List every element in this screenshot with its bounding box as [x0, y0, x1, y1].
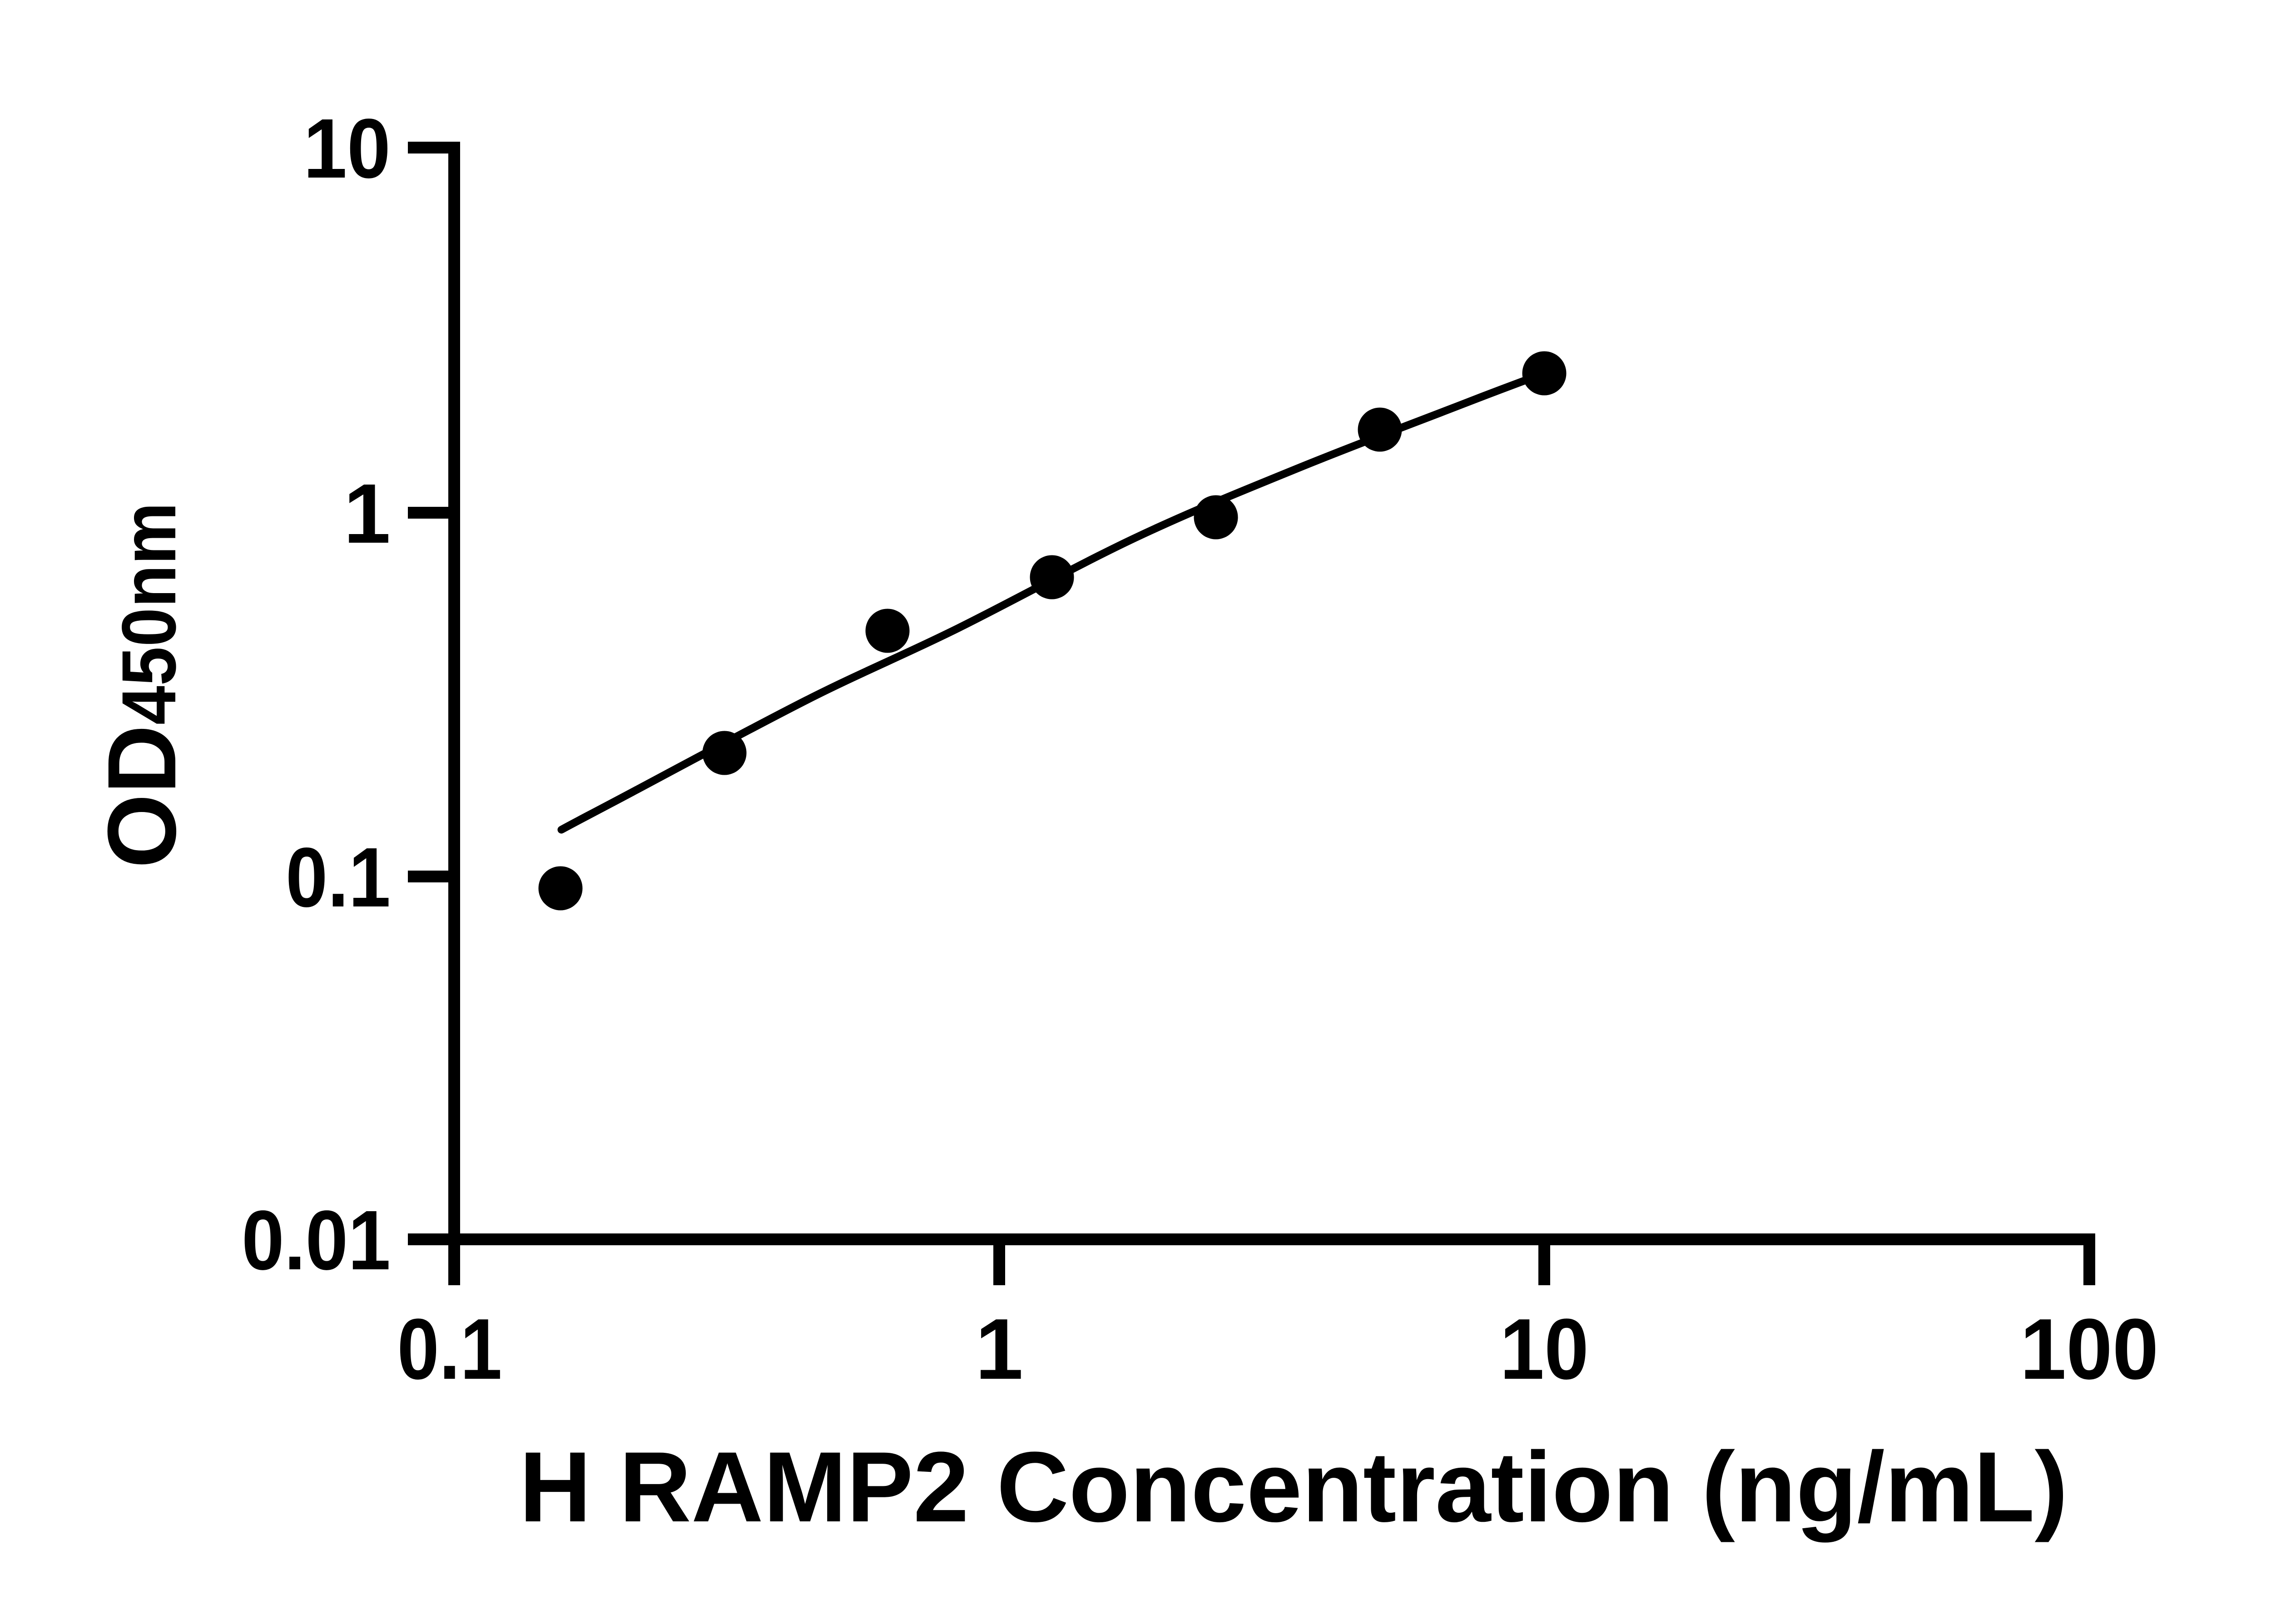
svg-text:1: 1	[344, 467, 391, 561]
svg-text:OD450nm: OD450nm	[88, 502, 196, 868]
svg-text:1: 1	[975, 1301, 1023, 1397]
svg-text:10: 10	[303, 102, 391, 196]
svg-text:H RAMP2 Concentration (ng/mL): H RAMP2 Concentration (ng/mL)	[519, 1431, 2068, 1543]
svg-text:0.1: 0.1	[397, 1301, 502, 1397]
svg-text:10: 10	[1500, 1301, 1589, 1397]
svg-text:100: 100	[2020, 1301, 2159, 1397]
svg-text:0.01: 0.01	[242, 1193, 391, 1287]
svg-text:0.1: 0.1	[286, 831, 391, 925]
